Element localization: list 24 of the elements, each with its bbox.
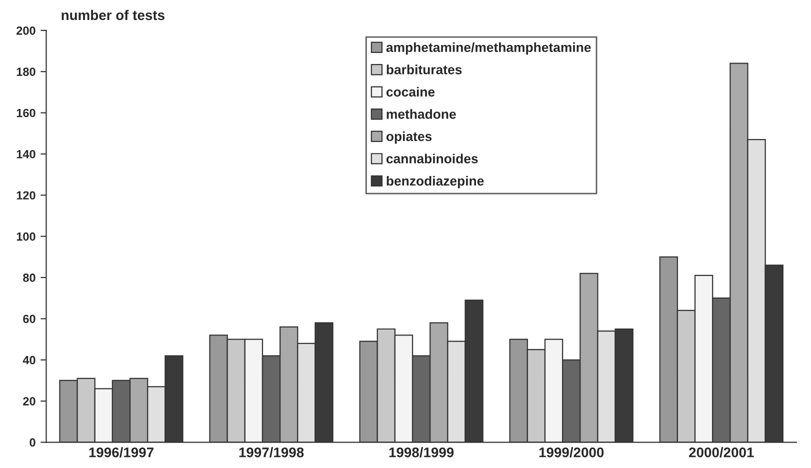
legend-label: cocaine [386, 86, 435, 97]
y-tick-label: 120 [16, 191, 36, 200]
y-axis-title: number of tests [62, 10, 164, 20]
y-tick-label: 40 [22, 356, 36, 364]
x-tick-label: 1999/2000 [539, 447, 604, 458]
x-tick-label: 1996/1997 [89, 447, 154, 458]
legend-label: cannabinoides [386, 154, 478, 164]
x-tick-label: 1997/1998 [239, 447, 304, 458]
y-tick-label: 20 [23, 397, 36, 406]
y-tick-label: 160 [16, 108, 36, 118]
y-tick-label: 100 [16, 232, 36, 241]
y-tick-label: 180 [16, 68, 36, 76]
x-tick-label: 1998/1999 [389, 447, 454, 458]
legend-label: benzodiazepine [386, 176, 484, 188]
y-tick-label: 60 [23, 314, 36, 324]
legend-label: opiates [386, 131, 432, 144]
x-tick-label: 2000/2001 [689, 447, 754, 458]
legend-label: barbiturates [386, 64, 462, 74]
legend-label: amphetamine/methamphetamine [386, 42, 591, 55]
y-tick-label: 140 [16, 150, 36, 158]
y-tick-label: 200 [16, 26, 36, 35]
legend-label: methadone [386, 109, 456, 119]
y-tick-label: 80 [23, 274, 36, 282]
y-tick-label: 0 [30, 438, 36, 447]
